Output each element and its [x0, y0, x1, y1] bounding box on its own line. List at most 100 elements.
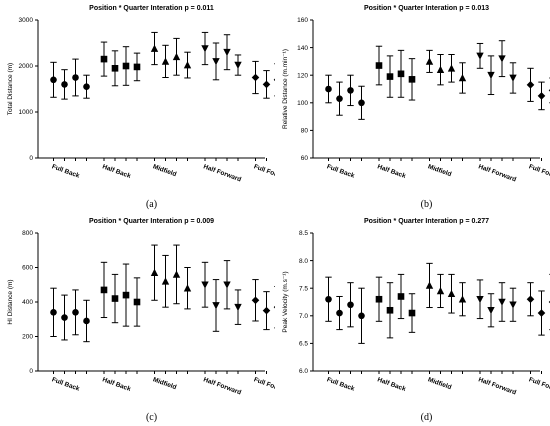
data-point [537, 309, 546, 317]
y-tick-label: 0 [29, 368, 33, 375]
data-point [234, 303, 242, 312]
chart-d-svg: Position * Quarter Interation p = 0.277 6… [282, 218, 550, 423]
x-category-label: Midfield [427, 163, 452, 178]
y-tick-label: 8.5 [299, 230, 308, 237]
data-point [458, 295, 467, 303]
y-tick-label: 60 [301, 155, 309, 162]
data-point [498, 55, 506, 63]
x-category-label: Half Back [101, 376, 132, 393]
data-point [100, 55, 108, 63]
data-point [537, 92, 546, 100]
data-point [347, 301, 354, 309]
data-point [172, 52, 181, 61]
data-point [251, 296, 260, 305]
panel-label: (c) [146, 412, 157, 423]
data-point [447, 289, 456, 298]
data-point [509, 301, 517, 309]
data-point [487, 306, 495, 315]
data-point [111, 295, 119, 302]
x-category-label: Half Forward [477, 163, 517, 183]
x-category-label: Full Back [326, 376, 356, 393]
data-point [83, 317, 90, 325]
data-point [325, 85, 332, 93]
x-category-label: Half Back [376, 163, 407, 180]
data-series [50, 31, 275, 100]
data-point [447, 64, 456, 72]
y-axis-label: Peak Velocity (m.s⁻¹) [282, 271, 289, 332]
data-point [161, 277, 170, 285]
chart-title: Position * Quarter Interation p = 0.277 [364, 218, 489, 225]
data-point [425, 57, 434, 65]
data-point [425, 281, 434, 289]
data-point [436, 65, 445, 73]
chart-panel-a: Position * Quarter Interation p = 0.011 0… [0, 0, 275, 213]
data-point [526, 81, 535, 89]
y-tick-label: 1000 [19, 109, 34, 116]
chart-title: Position * Quarter Interation p = 0.009 [89, 218, 214, 225]
chart-panel-c: Position * Quarter Interation p = 0.009 0… [0, 213, 275, 426]
data-point [358, 312, 365, 320]
data-point [100, 286, 108, 294]
data-point [201, 45, 209, 53]
data-point [72, 309, 79, 316]
x-category-label: Half Forward [202, 376, 242, 396]
y-tick-label: 8.0 [299, 258, 308, 265]
chart-title: Position * Quarter Interation p = 0.013 [364, 5, 489, 12]
data-point [72, 74, 79, 81]
x-category-label: Half Back [101, 163, 132, 180]
data-point [61, 81, 68, 88]
data-point [397, 293, 405, 300]
data-point [375, 62, 383, 69]
y-tick-label: 3000 [19, 17, 34, 24]
y-tick-label: 0 [29, 155, 33, 162]
data-point [458, 74, 467, 82]
data-point [262, 306, 271, 315]
y-axis-label: Relative Distance (m.min⁻¹) [282, 49, 289, 129]
y-tick-label: 140 [297, 45, 308, 52]
data-point [111, 65, 119, 72]
data-point [201, 281, 209, 289]
y-tick-label: 800 [22, 230, 33, 237]
y-tick-label: 200 [22, 334, 33, 341]
chart-panel-b: Position * Quarter Interation p = 0.013 6… [275, 0, 550, 213]
x-category-label: Full Back [51, 376, 81, 393]
panel-label: (d) [421, 412, 433, 423]
x-category-label: Midfield [427, 376, 452, 391]
chart-a-svg: Position * Quarter Interation p = 0.011 0… [7, 5, 275, 210]
y-tick-label: 80 [301, 128, 309, 135]
y-axis-label: Total Distance (m) [7, 63, 14, 115]
chart-panel-d: Position * Quarter Interation p = 0.277 6… [275, 213, 550, 426]
x-category-label: Full Forward [253, 163, 275, 183]
chart-b-svg: Position * Quarter Interation p = 0.013 6… [282, 5, 550, 210]
chart-title: Position * Quarter Interation p = 0.011 [89, 5, 214, 12]
data-point [347, 87, 354, 94]
data-point [375, 295, 383, 303]
y-tick-label: 7.0 [299, 313, 308, 320]
data-point [476, 295, 484, 304]
x-category-label: Full Forward [528, 163, 550, 183]
data-point [133, 63, 141, 71]
data-point [150, 268, 159, 276]
data-point [234, 61, 242, 69]
x-category-label: Full Forward [253, 376, 275, 396]
data-point [336, 95, 343, 102]
y-tick-label: 6.5 [299, 341, 308, 348]
data-point [476, 52, 484, 60]
data-point [122, 62, 130, 70]
data-point [212, 58, 220, 66]
data-point [183, 61, 192, 69]
data-point [408, 76, 416, 83]
y-tick-label: 100 [297, 100, 308, 107]
x-category-label: Full Forward [528, 376, 550, 396]
data-point [436, 287, 445, 295]
data-point [487, 71, 495, 80]
data-series [325, 40, 550, 120]
data-point [122, 291, 130, 299]
data-point [212, 302, 220, 310]
y-tick-label: 2000 [19, 63, 34, 70]
data-point [183, 284, 192, 292]
y-tick-label: 600 [22, 265, 33, 272]
panel-label: (b) [421, 199, 433, 210]
data-point [358, 99, 365, 107]
panel-label: (a) [146, 199, 157, 210]
